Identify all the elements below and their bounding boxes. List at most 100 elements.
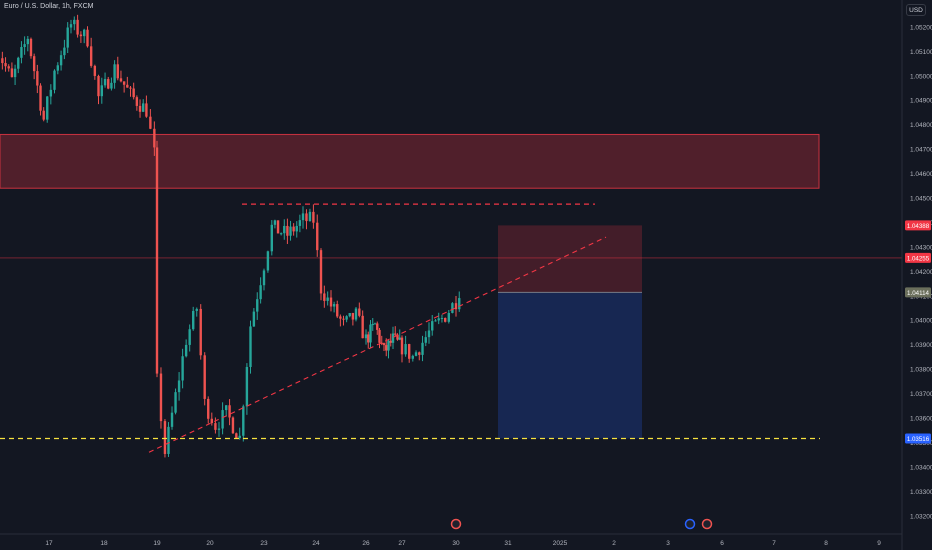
candle[interactable] xyxy=(292,226,295,232)
candle[interactable] xyxy=(276,220,280,234)
candle[interactable] xyxy=(86,29,89,47)
candle[interactable] xyxy=(398,337,401,340)
candle[interactable] xyxy=(26,38,29,45)
candle[interactable] xyxy=(116,64,119,79)
candle[interactable] xyxy=(414,352,418,356)
candle[interactable] xyxy=(93,65,97,76)
candle[interactable] xyxy=(447,312,450,322)
candle[interactable] xyxy=(181,356,184,381)
candle[interactable] xyxy=(23,44,26,48)
candle[interactable] xyxy=(289,226,292,236)
candle[interactable] xyxy=(295,225,298,232)
candle[interactable] xyxy=(308,211,312,222)
candle[interactable] xyxy=(385,345,388,351)
candle[interactable] xyxy=(427,330,431,338)
candle[interactable] xyxy=(89,46,93,66)
candle[interactable] xyxy=(364,334,368,339)
currency-button[interactable]: USD xyxy=(906,4,926,16)
candle[interactable] xyxy=(20,47,23,58)
candle[interactable] xyxy=(155,147,159,374)
candle[interactable] xyxy=(437,318,440,321)
candle[interactable] xyxy=(408,344,411,359)
candle[interactable] xyxy=(228,405,231,418)
candle[interactable] xyxy=(266,251,270,271)
candle[interactable] xyxy=(188,329,191,345)
candle[interactable] xyxy=(59,55,63,66)
candle[interactable] xyxy=(149,116,152,129)
candle[interactable] xyxy=(159,373,163,422)
candle[interactable] xyxy=(103,79,107,86)
candle[interactable] xyxy=(126,84,129,88)
candle[interactable] xyxy=(207,398,210,419)
candle[interactable] xyxy=(29,38,33,57)
candle[interactable] xyxy=(316,222,319,251)
candle[interactable] xyxy=(174,392,177,413)
candle[interactable] xyxy=(298,220,302,226)
candle[interactable] xyxy=(256,299,259,312)
candle[interactable] xyxy=(380,342,383,344)
candle[interactable] xyxy=(63,47,66,56)
candle[interactable] xyxy=(110,82,113,89)
candle[interactable] xyxy=(242,406,245,436)
candle[interactable] xyxy=(371,324,374,326)
candle[interactable] xyxy=(326,297,329,301)
candle[interactable] xyxy=(411,355,414,359)
candle[interactable] xyxy=(235,433,238,439)
candle[interactable] xyxy=(129,87,132,89)
candle[interactable] xyxy=(418,352,421,355)
candle[interactable] xyxy=(305,213,308,222)
candle[interactable] xyxy=(192,310,195,330)
take-profit-zone[interactable] xyxy=(498,292,642,439)
candle[interactable] xyxy=(56,65,59,71)
event-marker-icon[interactable] xyxy=(450,518,462,530)
candle[interactable] xyxy=(145,103,148,117)
candle[interactable] xyxy=(389,340,392,343)
candle[interactable] xyxy=(49,89,53,97)
candle[interactable] xyxy=(259,285,262,300)
candle[interactable] xyxy=(107,79,110,89)
candle[interactable] xyxy=(387,340,390,351)
ascending-trend-line[interactable] xyxy=(148,236,607,453)
candle[interactable] xyxy=(184,344,188,357)
candle[interactable] xyxy=(195,308,198,311)
candle[interactable] xyxy=(451,303,454,313)
candle[interactable] xyxy=(382,343,386,346)
candle[interactable] xyxy=(378,329,381,343)
candle[interactable] xyxy=(421,342,424,355)
candle[interactable] xyxy=(270,224,273,252)
candle[interactable] xyxy=(245,366,249,407)
candle[interactable] xyxy=(177,380,181,393)
candle[interactable] xyxy=(10,68,14,78)
candle[interactable] xyxy=(339,316,342,319)
candle[interactable] xyxy=(153,128,156,148)
candle[interactable] xyxy=(135,97,139,106)
candle[interactable] xyxy=(454,303,458,310)
candle[interactable] xyxy=(458,298,461,310)
candle[interactable] xyxy=(301,213,305,221)
candle[interactable] xyxy=(76,19,79,35)
candle[interactable] xyxy=(400,337,404,355)
candle[interactable] xyxy=(214,423,217,430)
candle[interactable] xyxy=(203,355,206,399)
event-marker-icon[interactable] xyxy=(701,518,713,530)
candle[interactable] xyxy=(66,27,69,48)
candle[interactable] xyxy=(217,428,221,430)
candle[interactable] xyxy=(440,317,444,319)
candle[interactable] xyxy=(238,435,241,439)
candle[interactable] xyxy=(221,410,224,429)
candle[interactable] xyxy=(73,19,76,25)
candle[interactable] xyxy=(138,105,142,112)
candle[interactable] xyxy=(17,57,20,69)
candle[interactable] xyxy=(1,58,4,64)
candle[interactable] xyxy=(69,24,73,28)
candle[interactable] xyxy=(273,220,277,225)
candle[interactable] xyxy=(231,417,235,434)
candle[interactable] xyxy=(329,297,333,307)
candle[interactable] xyxy=(404,344,407,355)
stop-loss-zone[interactable] xyxy=(498,225,642,293)
candle[interactable] xyxy=(7,66,10,69)
candle[interactable] xyxy=(323,293,326,301)
candle[interactable] xyxy=(199,308,202,356)
candle[interactable] xyxy=(361,315,364,339)
